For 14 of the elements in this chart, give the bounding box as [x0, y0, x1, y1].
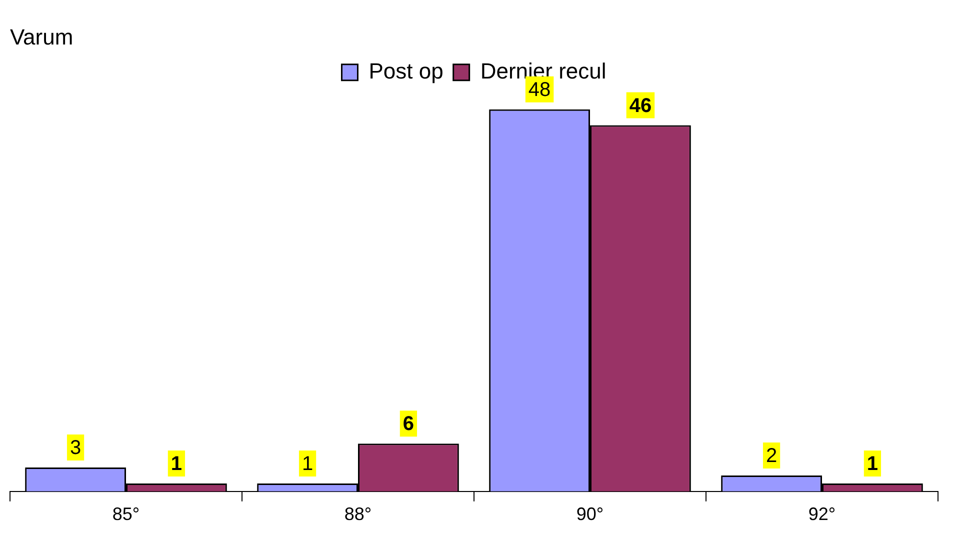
data-label: 1	[302, 452, 314, 475]
data-label: 3	[70, 437, 82, 460]
data-label: 46	[629, 94, 652, 117]
data-label: 2	[766, 444, 778, 467]
legend-label: Post op	[368, 58, 444, 84]
x-tick-label: 90°	[576, 504, 604, 524]
data-label: 6	[402, 413, 414, 436]
data-label: 1	[170, 452, 182, 475]
x-tick-label: 88°	[344, 504, 372, 524]
chart-title: Varum	[10, 24, 74, 50]
x-tick-label: 85°	[112, 504, 140, 524]
data-label: 48	[528, 78, 551, 101]
x-tick-label: 92°	[808, 504, 836, 524]
data-label: 1	[866, 452, 878, 475]
